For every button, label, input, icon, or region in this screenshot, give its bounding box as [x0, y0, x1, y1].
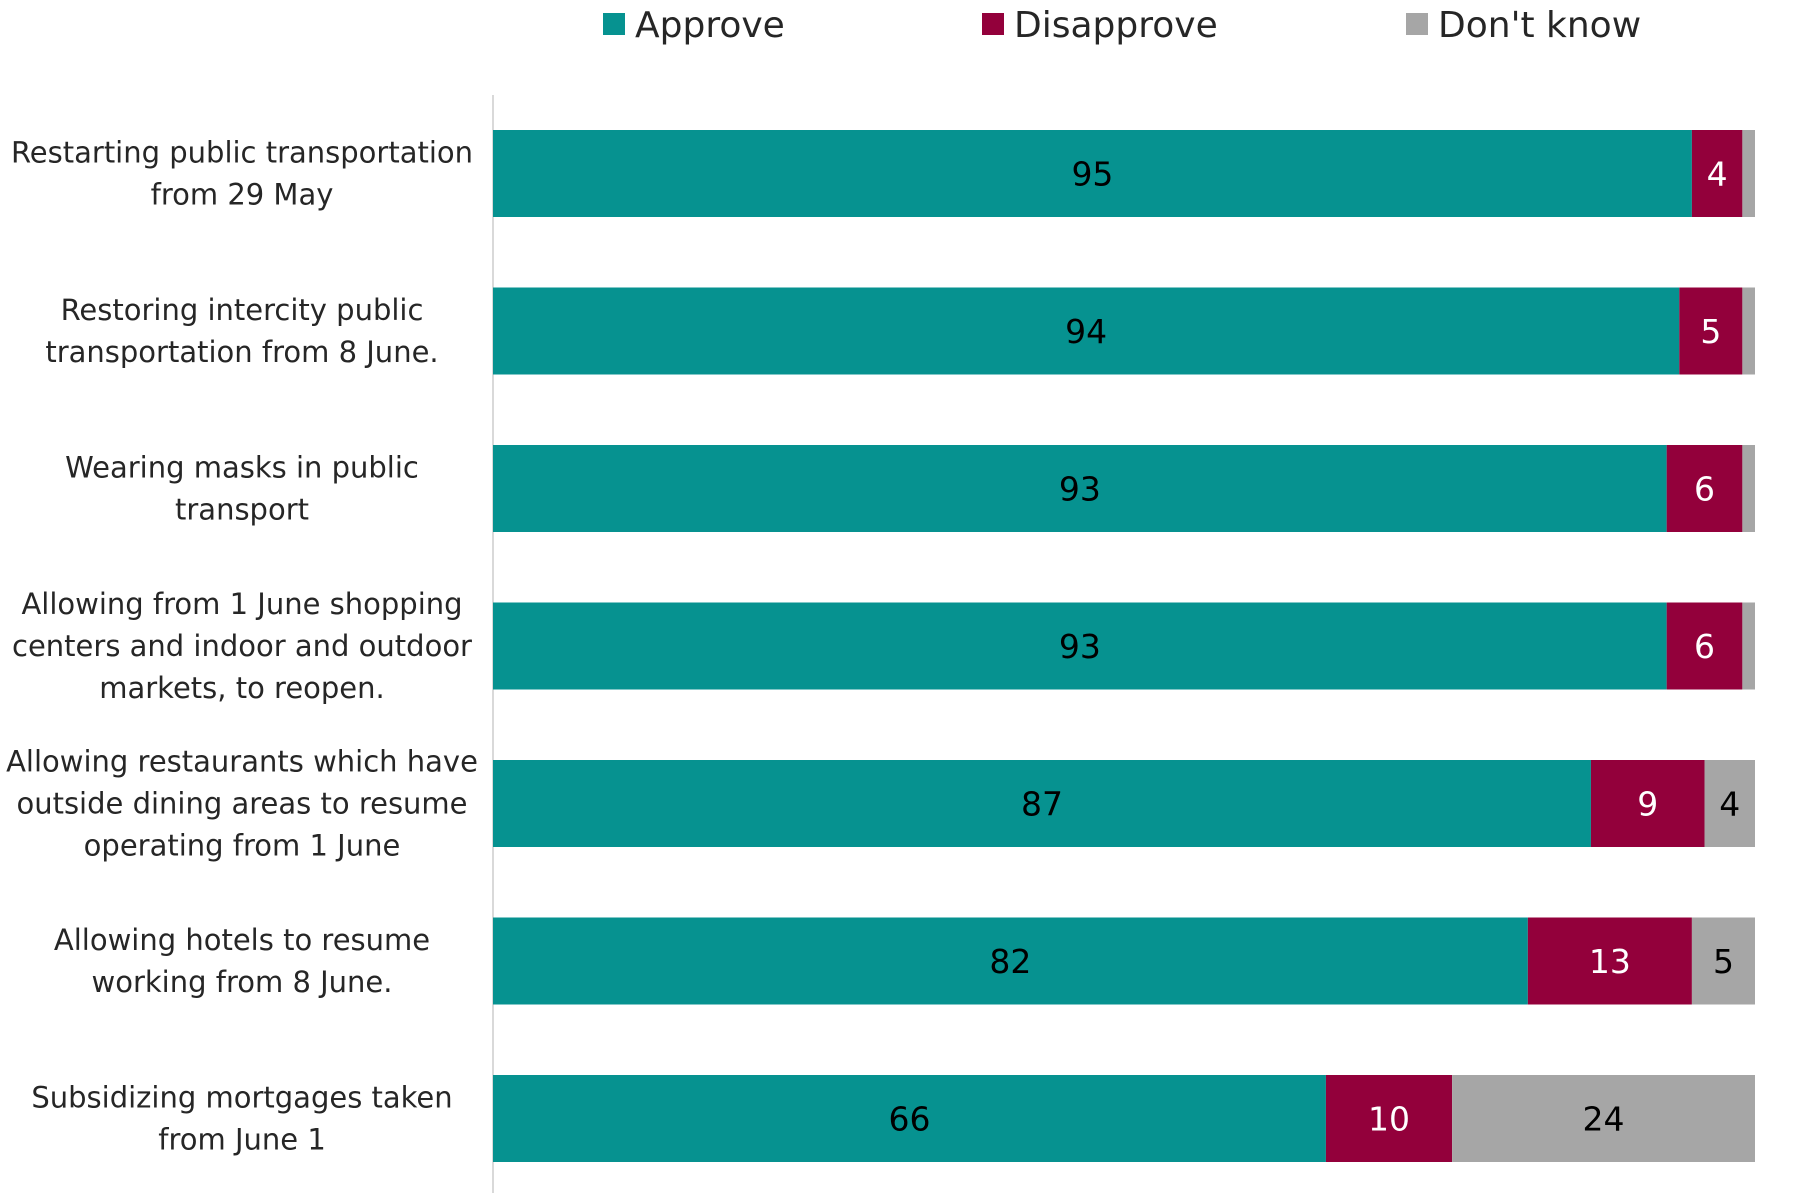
data-label-don-t-know: 24: [1583, 1100, 1625, 1139]
category-label-line: centers and indoor and outdoor: [12, 629, 472, 663]
category-label-line: transport: [175, 493, 309, 527]
data-label-don-t-know: 4: [1719, 785, 1740, 824]
bar-segment-approve: [493, 602, 1667, 690]
category-label-line: Allowing hotels to resume: [54, 923, 430, 957]
bar-segment-approve: [493, 130, 1692, 217]
bar-segment-don-t-know: [1452, 1075, 1755, 1162]
data-label-disapprove: 13: [1589, 942, 1631, 981]
data-label-approve: 66: [888, 1100, 930, 1139]
data-label-approve: 87: [1021, 785, 1063, 824]
category-label: Allowing from 1 June shopping centers and…: [12, 587, 472, 705]
bar-segment-don-t-know: [1742, 287, 1755, 375]
bar-segment-disapprove: [1679, 287, 1743, 375]
legend-swatch-don-t-know: [1406, 13, 1428, 35]
category-label-line: Subsidizing mortgages taken: [31, 1081, 452, 1115]
bar-segment-don-t-know: [1704, 760, 1755, 847]
category-label-line: Allowing from 1 June shopping: [21, 587, 462, 621]
category-label-line: from June 1: [158, 1123, 326, 1157]
category-label-line: outside dining areas to resume: [16, 787, 467, 821]
bar-segment-disapprove: [1666, 602, 1743, 690]
category-label: Allowing hotels to resume working from 8 …: [54, 923, 430, 999]
category-labels: Restarting public transportation from 29 …: [6, 136, 478, 1157]
category-label-line: Wearing masks in public: [65, 451, 419, 485]
data-label-don-t-know: 5: [1713, 942, 1734, 981]
data-label-approve: 94: [1065, 312, 1107, 351]
category-label: Restoring intercity public transportation…: [45, 293, 438, 369]
category-label-line: working from 8 June.: [92, 965, 393, 999]
legend-label-approve: Approve: [635, 5, 785, 46]
data-label-approve: 82: [989, 942, 1031, 981]
data-label-approve: 95: [1071, 155, 1113, 194]
data-label-approve: 93: [1059, 627, 1101, 666]
bar-segment-don-t-know: [1742, 130, 1755, 217]
category-label: Wearing masks in public transport: [65, 451, 419, 527]
bar-segment-don-t-know: [1691, 917, 1755, 1005]
data-label-approve: 93: [1059, 470, 1101, 509]
bar-segment-approve: [493, 760, 1591, 847]
category-label: Allowing restaurants which have outside d…: [6, 745, 478, 863]
chart-legend: Approve Disapprove Don't know: [603, 5, 1641, 46]
bar-segment-disapprove: [1590, 760, 1705, 847]
data-labels: 95 494 593 693 687 9 482 13 566 10 24: [888, 155, 1740, 1139]
bar-segment-disapprove: [1691, 130, 1743, 217]
bar-segment-approve: [493, 445, 1667, 532]
category-label: Restarting public transportation from 29 …: [11, 136, 473, 212]
category-label-line: transportation from 8 June.: [45, 335, 438, 369]
legend-swatch-approve: [603, 13, 625, 35]
data-label-disapprove: 6: [1694, 470, 1715, 509]
bar-segment-disapprove: [1527, 917, 1692, 1005]
category-label-line: markets, to reopen.: [99, 671, 385, 705]
data-label-disapprove: 10: [1368, 1100, 1410, 1139]
category-label-line: Restoring intercity public: [61, 293, 424, 327]
bar-segment-don-t-know: [1742, 602, 1755, 690]
bar-segment-approve: [493, 917, 1528, 1005]
data-label-disapprove: 6: [1694, 627, 1715, 666]
bar-segment-approve: [493, 1075, 1326, 1162]
category-label: Subsidizing mortgages taken from June 1: [31, 1081, 452, 1157]
data-label-disapprove: 4: [1707, 155, 1728, 194]
bar-segment-disapprove: [1666, 445, 1743, 532]
bar-segment-don-t-know: [1742, 445, 1755, 532]
category-label-line: from 29 May: [151, 178, 334, 212]
legend-label-disapprove: Disapprove: [1014, 5, 1218, 46]
bars: [493, 130, 1755, 1162]
category-label-line: Allowing restaurants which have: [6, 745, 478, 779]
bar-segment-disapprove: [1325, 1075, 1453, 1162]
category-label-line: Restarting public transportation: [11, 136, 473, 170]
data-label-disapprove: 5: [1700, 312, 1721, 351]
category-label-line: operating from 1 June: [84, 829, 401, 863]
legend-swatch-disapprove: [982, 13, 1004, 35]
legend-label-don-t-know: Don't know: [1438, 5, 1641, 46]
bar-segment-approve: [493, 287, 1680, 375]
data-label-disapprove: 9: [1637, 785, 1658, 824]
